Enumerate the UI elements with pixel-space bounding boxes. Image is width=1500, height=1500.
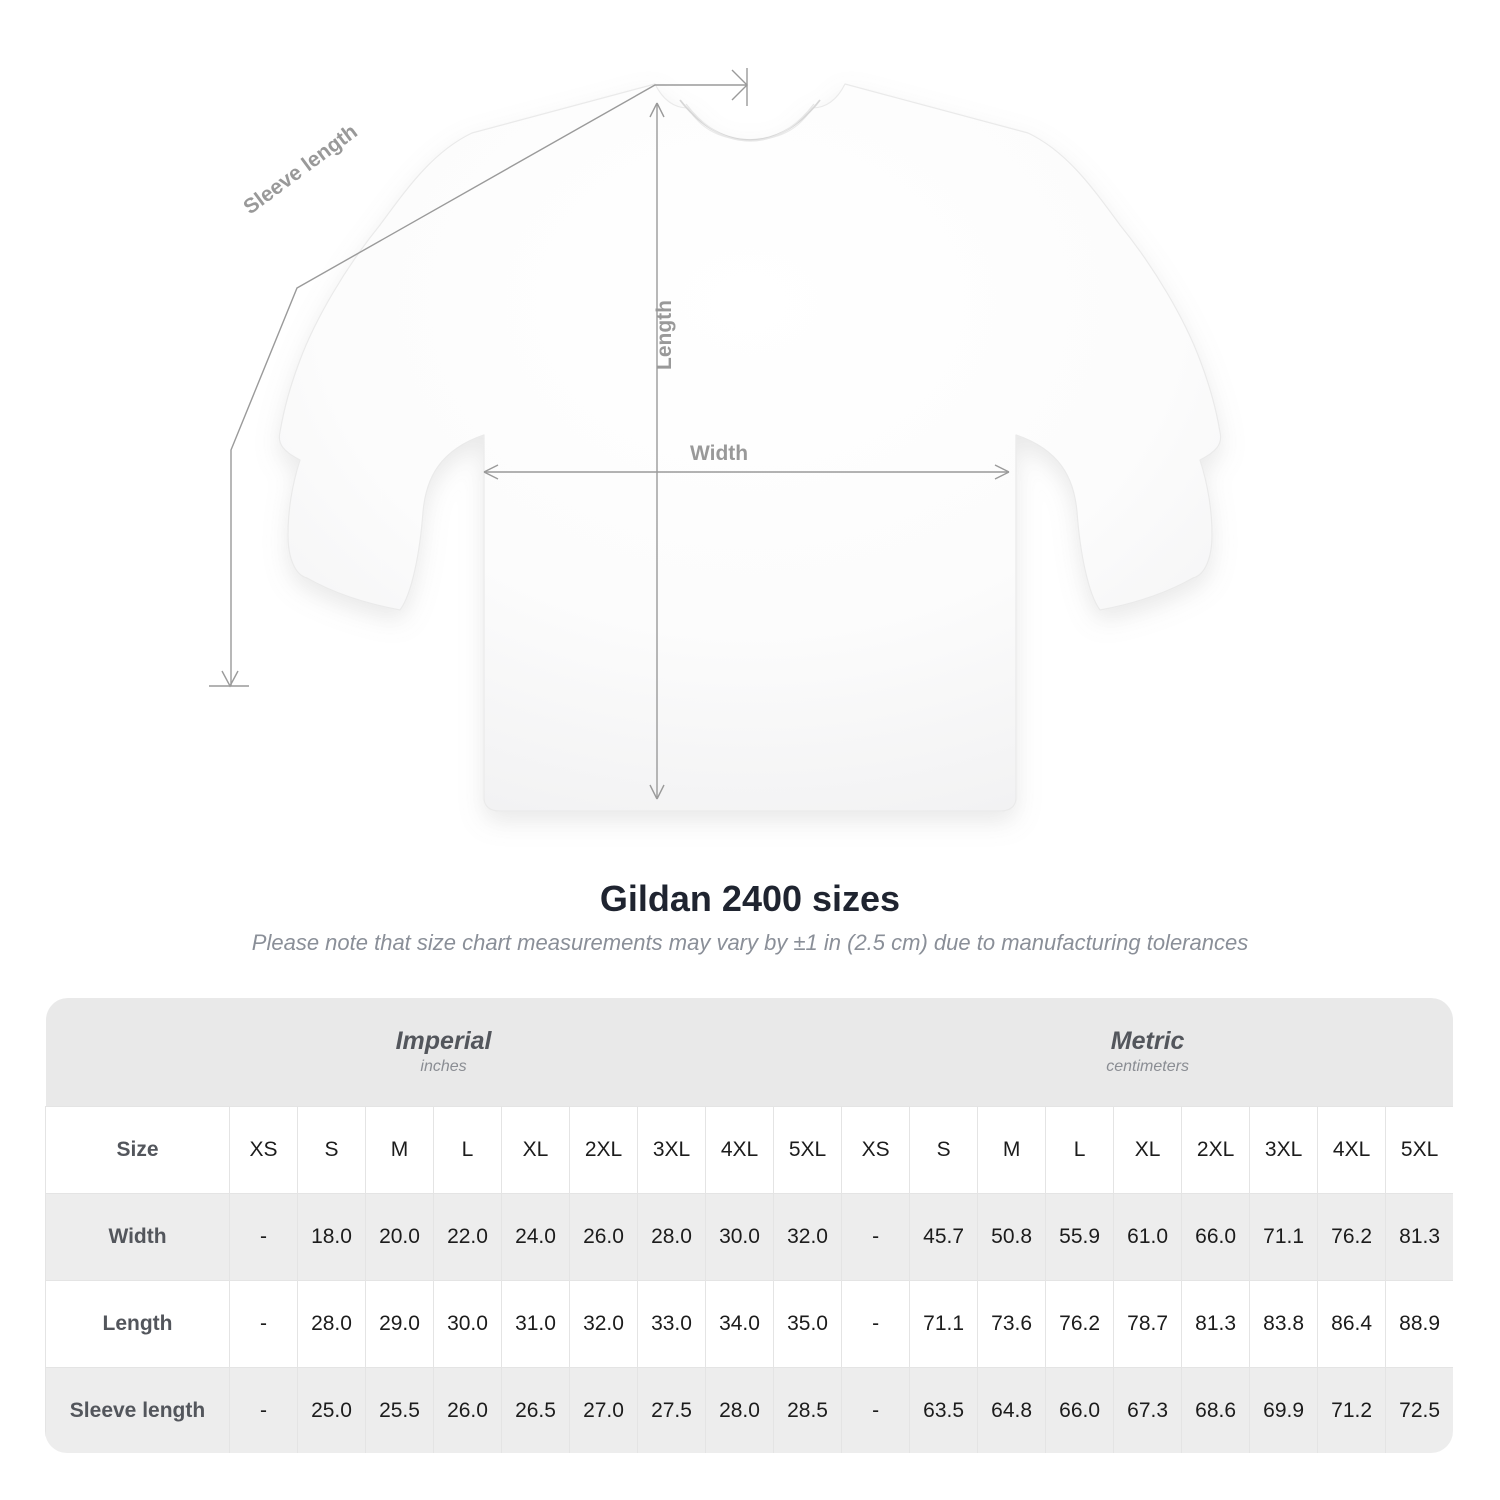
- svg-text:Sleeve length: Sleeve length: [239, 120, 362, 219]
- svg-text:Length: Length: [653, 300, 676, 370]
- svg-text:Width: Width: [690, 442, 748, 465]
